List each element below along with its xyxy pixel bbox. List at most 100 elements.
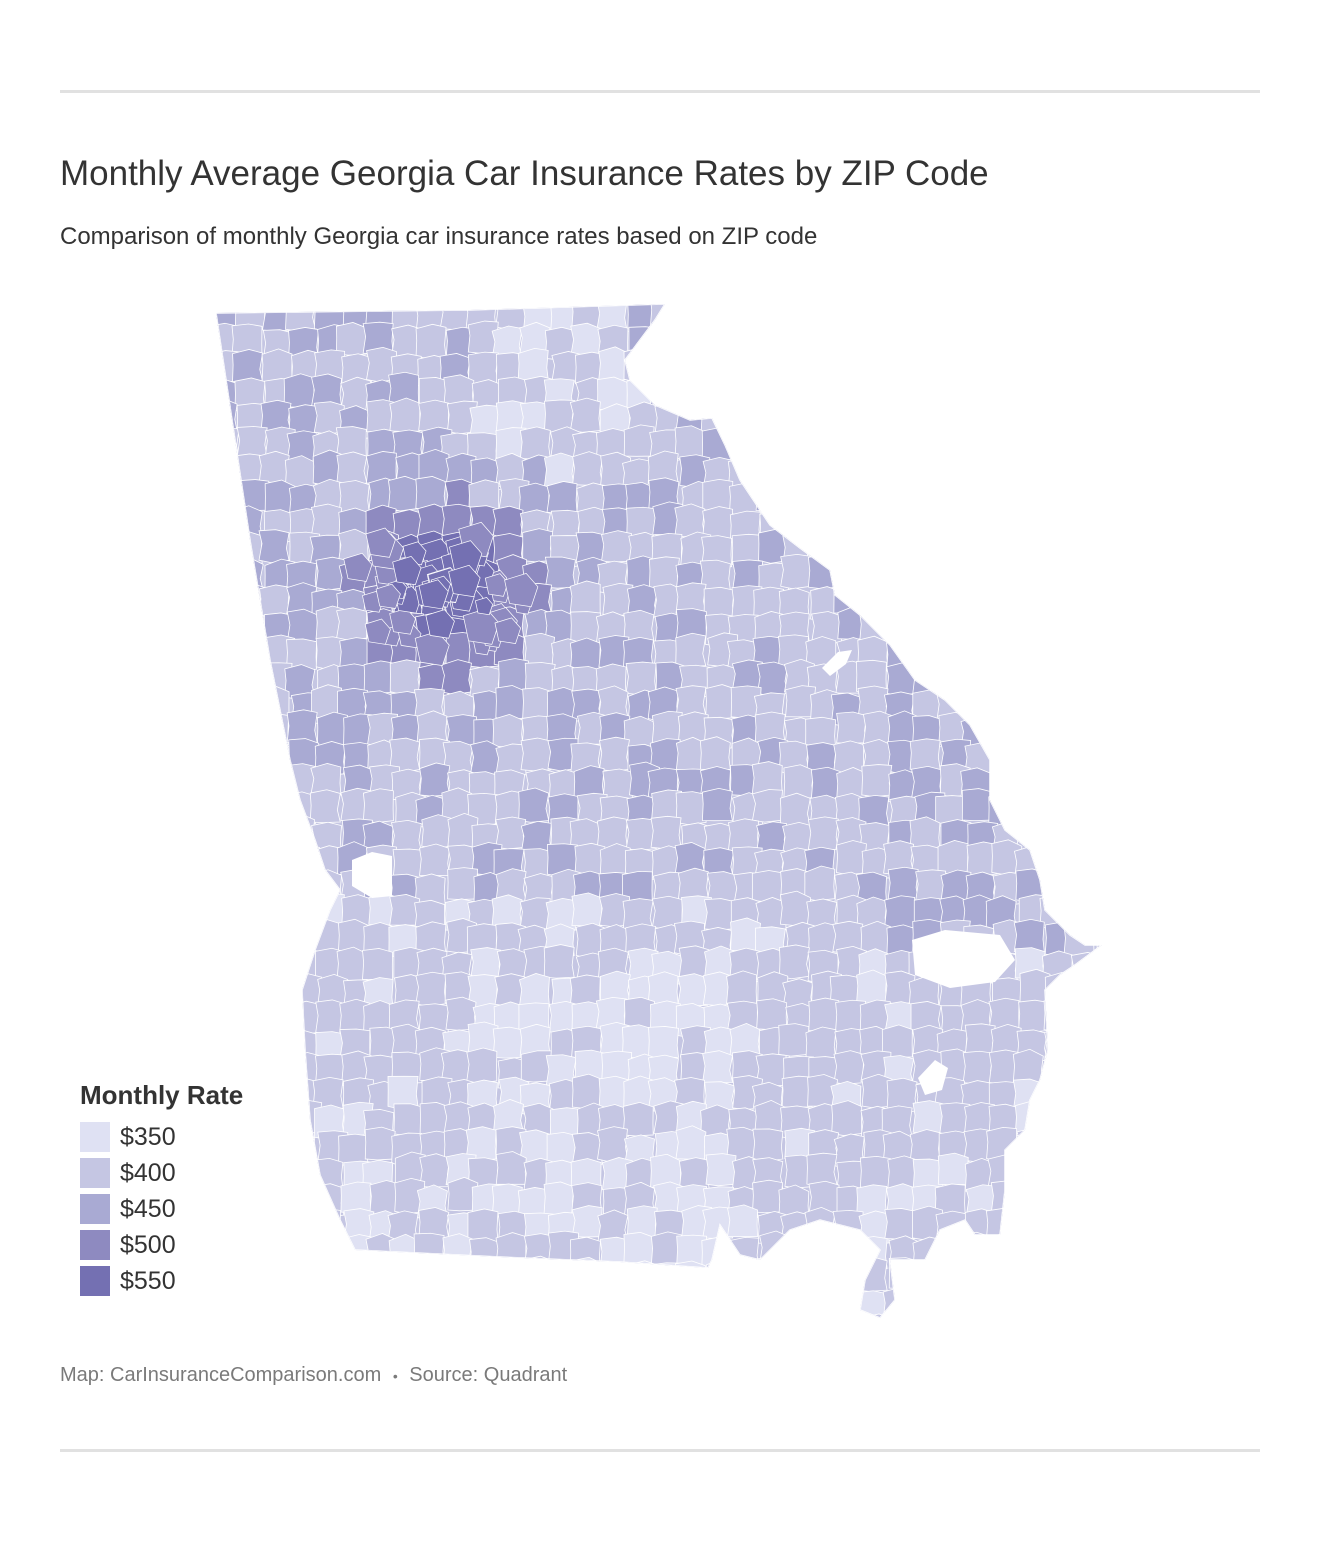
zip-region [421,814,453,849]
zip-region [731,399,763,436]
bottom-divider [60,1449,1260,1452]
zip-region [729,304,760,330]
zip-region [781,1075,813,1108]
zip-region [993,405,1024,439]
zip-region [731,1315,763,1318]
zip-region [1089,430,1102,467]
zip-region [491,894,523,929]
zip-region [596,1285,628,1318]
zip-region [1092,820,1102,857]
zip-region [1043,998,1075,1032]
zip-region [1089,685,1102,720]
zip-region [778,1023,810,1057]
zip-region [963,529,995,564]
zip-region [289,871,321,906]
zip-region [1064,507,1096,540]
zip-region [652,352,684,388]
zip-region [907,304,939,332]
zip-region [216,742,239,778]
zip-region [752,372,784,409]
zip-region [993,582,1025,616]
zip-region [935,423,966,460]
zip-region [1064,1182,1096,1216]
zip-region [1041,378,1073,411]
zip-region [261,1152,293,1188]
zip-region [257,845,289,880]
zip-region [831,380,863,413]
zip-region [756,454,788,488]
zip-region [1018,453,1049,488]
zip-region [216,974,240,1010]
zip-region [1042,658,1074,692]
zip-region [937,1152,969,1186]
zip-region [216,480,239,517]
zip-region [415,971,447,1007]
zip-region [1017,320,1049,356]
zip-region [963,354,995,388]
zip-region [649,304,681,329]
legend-title: Monthly Rate [80,1080,244,1110]
zip-region [216,584,237,619]
zip-region [543,944,575,979]
zip-region [232,1313,264,1318]
zip-region [962,1050,994,1085]
zip-region [860,478,892,510]
zip-region [258,866,290,902]
page-subtitle: Comparison of monthly Georgia car insura… [60,223,818,250]
zip-region [992,607,1024,642]
zip-region [264,1186,296,1218]
zip-region [755,304,787,336]
legend-swatch-400 [80,1158,110,1188]
zip-region [888,1257,920,1290]
zip-region [913,425,945,460]
zip-region [216,456,244,490]
zip-region [237,948,268,985]
zip-region [474,596,494,616]
zip-region [625,818,657,851]
zip-region [910,379,942,414]
zip-region [390,1289,422,1318]
zip-region [833,1050,865,1085]
zip-region [239,1233,271,1267]
legend-item-400: $400 [80,1155,243,1191]
zip-region [908,1309,940,1318]
zip-region [884,1208,916,1240]
zip-region [1016,792,1048,826]
zip-region [495,304,527,330]
zip-region [1070,304,1102,331]
zip-region [807,554,839,590]
zip-region [1069,485,1101,519]
zip-region [519,426,551,460]
zip-region [989,504,1021,538]
zip-region [1065,1101,1096,1136]
zip-region [239,1284,270,1318]
zip-region [1070,1049,1102,1083]
zip-region [1069,1133,1101,1167]
zip-region [910,405,942,439]
zip-region [238,1178,270,1215]
zip-region [444,1289,476,1318]
zip-region [1064,818,1096,853]
zip-region [600,1261,631,1297]
zip-region [495,1232,527,1268]
zip-region [576,1282,607,1317]
zip-region [935,633,967,666]
zip-region [882,560,914,596]
zip-region [571,1205,603,1238]
zip-region [961,788,993,822]
zip-region [498,1288,530,1318]
zip-region [884,895,916,929]
zip-region [758,1309,790,1318]
zip-region [856,1184,888,1216]
zip-region [1044,350,1075,385]
map-credit: Map: CarInsuranceComparison.com [60,1364,382,1386]
zip-region [543,1287,575,1318]
zip-region [985,660,1017,695]
zip-region [752,1179,784,1214]
zip-region [939,325,971,361]
zip-region [258,529,290,564]
zip-region [216,531,238,564]
zip-region [701,1236,733,1272]
zip-region [807,1285,839,1318]
zip-region [469,404,501,437]
